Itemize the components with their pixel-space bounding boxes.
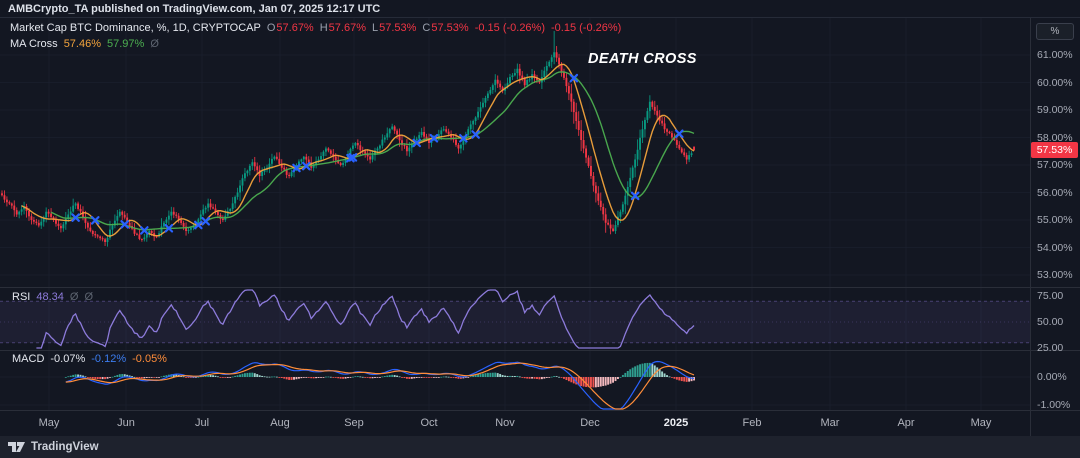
price-tick-label: 61.00% bbox=[1037, 49, 1073, 61]
price-tick-label: 59.00% bbox=[1037, 104, 1073, 116]
rsi-tick-label: 50.00 bbox=[1037, 316, 1064, 328]
time-axis[interactable]: May Jun Jul Aug Sep Oct Nov Dec 2025 Feb Mar Apr May bbox=[0, 410, 1030, 436]
price-tick-label: 54.00% bbox=[1037, 241, 1073, 254]
open-value: 57.67% bbox=[276, 22, 314, 34]
time-axis-label: May bbox=[970, 417, 992, 429]
rsi-tick-label: 75.00 bbox=[1037, 290, 1064, 302]
time-axis-label: 2025 bbox=[663, 417, 689, 429]
ma-cross-title: MA Cross bbox=[10, 38, 58, 50]
price-tick-label: 57.00% bbox=[1037, 159, 1073, 171]
rsi-hidden-icon-1[interactable]: Ø bbox=[69, 291, 79, 303]
close-label: C bbox=[422, 22, 431, 34]
footer-bar: TradingView bbox=[0, 436, 1080, 458]
ma-slow-value: 57.97% bbox=[107, 38, 145, 50]
low-label: L bbox=[371, 22, 379, 34]
rsi-title: RSI bbox=[12, 291, 31, 303]
time-axis-label: Sep bbox=[344, 417, 364, 429]
macd-line-value: -0.12% bbox=[91, 353, 127, 365]
last-price-tag: 57.53% bbox=[1031, 142, 1078, 158]
publish-banner: AMBCrypto_TA published on TradingView.co… bbox=[0, 0, 1080, 18]
time-axis-label: Aug bbox=[270, 417, 290, 429]
symbol-legend[interactable]: Market Cap BTC Dominance, %, 1D, CRYPTOC… bbox=[10, 22, 621, 34]
macd-tick-label: 0.00% bbox=[1037, 371, 1067, 383]
macd-tick-label: -1.00% bbox=[1037, 399, 1071, 411]
time-axis-label: Mar bbox=[820, 417, 840, 429]
price-axis[interactable]: % 61.00% 60.00% 59.00% 58.00% 57.00% 56.00% 55… bbox=[1030, 0, 1080, 458]
macd-legend[interactable]: MACD -0.07% -0.12% -0.05% bbox=[12, 353, 167, 365]
price-tick-label: 60.00% bbox=[1037, 76, 1073, 89]
rsi-hidden-icon-2[interactable]: Ø bbox=[84, 291, 93, 303]
high-value: 57.67% bbox=[328, 22, 366, 34]
price-tick-label: 58.00% bbox=[1037, 131, 1073, 144]
high-label: H bbox=[319, 22, 328, 34]
rsi-value: 48.34 bbox=[36, 291, 64, 303]
ma-cross-legend[interactable]: MA Cross 57.46% 57.97% Ø bbox=[10, 38, 159, 50]
low-value: 57.53% bbox=[379, 22, 417, 34]
close-value: 57.53% bbox=[431, 22, 469, 34]
time-axis-label: Nov bbox=[495, 417, 515, 429]
macd-hist-value: -0.07% bbox=[50, 353, 86, 365]
symbol-title: Market Cap BTC Dominance, %, 1D, CRYPTOC… bbox=[10, 22, 261, 34]
change-value: -0.15 (-0.26%) bbox=[474, 22, 545, 34]
death-cross-annotation: DEATH CROSS bbox=[588, 51, 697, 67]
time-axis-label: May bbox=[38, 417, 60, 429]
time-axis-label: Feb bbox=[742, 417, 762, 429]
ma-fast-value: 57.46% bbox=[63, 38, 101, 50]
price-tick-label: 55.00% bbox=[1037, 214, 1073, 226]
time-axis-label: Jun bbox=[117, 417, 135, 429]
price-tick-label: 56.00% bbox=[1037, 186, 1073, 199]
rsi-legend[interactable]: RSI 48.34 Ø Ø bbox=[12, 291, 93, 303]
rsi-tick-label: 25.00 bbox=[1037, 342, 1064, 354]
time-axis-label: Dec bbox=[580, 417, 600, 429]
time-axis-label: Oct bbox=[420, 417, 438, 429]
percent-scale-button[interactable]: % bbox=[1036, 23, 1074, 40]
open-label: O bbox=[266, 22, 276, 34]
tradingview-brand-text: TradingView bbox=[31, 441, 99, 453]
ma-hidden-icon[interactable]: Ø bbox=[150, 38, 159, 50]
macd-signal-value: -0.05% bbox=[132, 353, 167, 365]
time-axis-label: Jul bbox=[194, 417, 210, 429]
macd-title: MACD bbox=[12, 353, 45, 365]
time-axis-label: Apr bbox=[897, 417, 915, 429]
tradingview-logo-icon bbox=[8, 442, 25, 452]
price-tick-label: 53.00% bbox=[1037, 269, 1073, 281]
publish-banner-text: AMBCrypto_TA published on TradingView.co… bbox=[8, 3, 381, 15]
change-percent-value: -0.15 (-0.26%) bbox=[551, 22, 622, 34]
